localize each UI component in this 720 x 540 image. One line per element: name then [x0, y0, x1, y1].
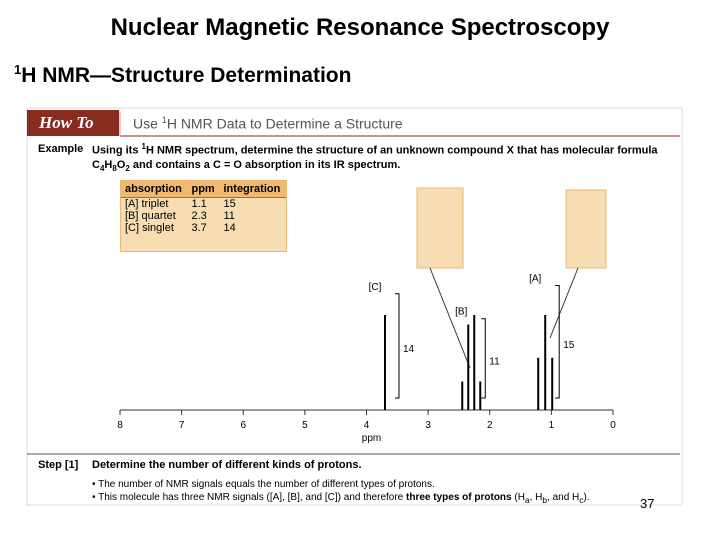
subtitle-text: H NMR—Structure Determination: [21, 64, 352, 87]
inset-box: [565, 189, 607, 269]
subscript: 2: [125, 163, 130, 173]
x-tick-label: 1: [549, 420, 555, 431]
table-cell: [C] singlet: [125, 222, 174, 234]
integration-label: 14: [403, 344, 415, 355]
column-header: integration: [219, 181, 286, 198]
text: H NMR Data to Determine a Structure: [166, 115, 403, 132]
integration-label: 11: [489, 356, 500, 367]
text: This molecule has three NMR signals ([A]…: [98, 492, 407, 503]
x-tick-label: 2: [487, 420, 493, 431]
subscript: 4: [99, 163, 105, 173]
integration-bracket: [394, 293, 400, 399]
peak-label: [C]: [369, 282, 382, 293]
spectrum: 8 7 6 5 4 3 2 1 0 ppm 15 [A] 11 [B] 14 [C]: [117, 187, 616, 444]
x-axis-label: ppm: [362, 433, 381, 444]
table-row: [B] quartet 2.3 11: [121, 210, 286, 222]
slide-title: Nuclear Magnetic Resonance Spectroscopy: [110, 14, 610, 41]
table-cell: 3.7: [191, 222, 207, 234]
text: , and H: [547, 492, 580, 503]
peak-label: [B]: [455, 307, 467, 318]
column-header: absorption: [121, 181, 188, 198]
table-row: [C] singlet 3.7 14: [121, 222, 286, 234]
table-cell: 1.1: [191, 198, 207, 210]
atom: O: [116, 158, 126, 171]
text: that has molecular formula: [513, 144, 658, 157]
text: and contains a C = O absorption in its I…: [129, 158, 401, 171]
formula: C4H8O2: [92, 158, 130, 173]
text: The number of NMR signals equals the num…: [98, 479, 435, 490]
text: Using its: [92, 144, 142, 157]
arrow: [429, 267, 471, 369]
text: H NMR spectrum, determine the structure …: [145, 144, 507, 157]
table-cell: [A] triplet: [125, 198, 169, 210]
example-label: Example: [38, 143, 84, 155]
howto-label: How To: [27, 110, 119, 136]
table: absorption ppm integration [A] triplet 1.1 15…: [121, 181, 286, 234]
table-cell: 11: [223, 210, 235, 222]
subscript: b: [542, 495, 548, 505]
table-cell: 15: [223, 198, 236, 210]
subscript: c: [579, 495, 584, 505]
superscript: 1: [161, 115, 167, 125]
superscript: 1: [141, 142, 146, 151]
x-tick-label: 5: [302, 420, 308, 431]
peak-label: [A]: [529, 274, 541, 285]
text: (H: [511, 492, 525, 503]
atom: H: [104, 158, 113, 171]
step-heading: Determine the number of different kinds …: [92, 459, 362, 471]
step-bullets: • The number of NMR signals equals the n…: [92, 478, 590, 507]
x-tick-label: 0: [610, 420, 616, 431]
subscript: a: [524, 495, 530, 505]
step-label: Step [1]: [38, 459, 79, 471]
text: Use: [133, 115, 162, 132]
slide-subtitle: 1H NMR—Structure Determination: [14, 62, 351, 88]
example-text: Using its 1H NMR spectrum, determine the…: [92, 140, 658, 176]
compound: X: [506, 144, 514, 157]
table-cell: [B] quartet: [125, 210, 176, 222]
figure-frame: [26, 107, 683, 506]
integration-bracket: [555, 285, 560, 399]
integration-label: 15: [563, 340, 575, 351]
x-tick-label: 7: [179, 420, 185, 431]
arrow: [549, 267, 579, 339]
subscript: 8: [112, 163, 117, 173]
x-tick-label: 6: [240, 420, 246, 431]
x-tick-label: 4: [364, 420, 370, 431]
data-table: absorption ppm integration [A] triplet 1.1 15…: [120, 180, 287, 252]
inset-box: [416, 187, 464, 269]
x-tick-label: 3: [425, 420, 431, 431]
column-header: ppm: [187, 181, 220, 198]
howto-heading: Use 1H NMR Data to Determine a Structure: [133, 115, 403, 132]
integration-bracket: [481, 318, 486, 399]
header-row: absorption ppm integration: [121, 181, 286, 198]
atom: C: [92, 158, 100, 171]
table-cell: 14: [223, 222, 236, 234]
bold-text: three types of protons: [406, 492, 512, 503]
bullet: • The number of NMR signals equals the n…: [92, 479, 435, 490]
page-number: 37: [640, 496, 655, 511]
text: , H: [529, 492, 543, 503]
table-cell: 2.3: [191, 210, 207, 222]
bullet: • This molecule has three NMR signals ([…: [92, 492, 590, 505]
x-tick-label: 8: [117, 420, 123, 431]
table-row: [A] triplet 1.1 15: [121, 198, 286, 211]
text: ).: [583, 492, 590, 503]
table-body: [A] triplet 1.1 15 [B] quartet 2.3 11 [C] sing…: [121, 198, 286, 234]
superscript: 1: [14, 62, 22, 77]
